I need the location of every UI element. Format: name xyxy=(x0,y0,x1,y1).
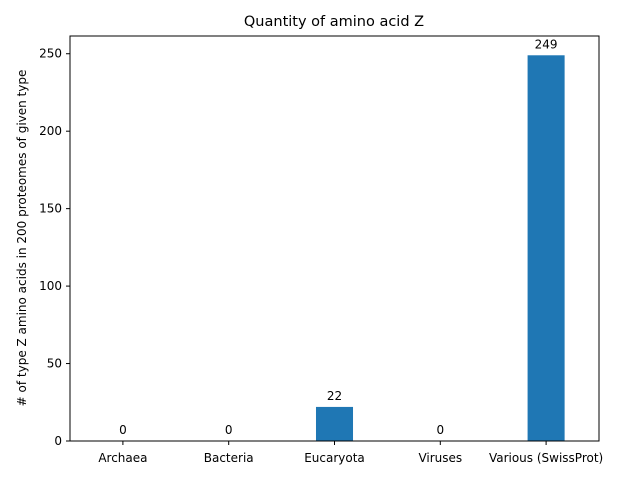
y-axis-label-group: # of type Z amino acids in 200 proteomes… xyxy=(15,70,29,407)
y-tick-label-6: 250 xyxy=(39,47,62,61)
x-tick-label-4: Viruses xyxy=(418,451,462,465)
data-label-1: 0 xyxy=(119,423,127,437)
chart-title: Quantity of amino acid Z xyxy=(244,14,424,30)
data-labels-layer: 0 0 22 0 249 xyxy=(119,37,557,437)
x-tick-label-2: Bacteria xyxy=(204,451,254,465)
y-axis-label: # of type Z amino acids in 200 proteomes… xyxy=(15,70,29,407)
y-tick-label-5: 200 xyxy=(39,124,62,138)
x-tick-label-3: Eucaryota xyxy=(304,451,365,465)
data-label-3: 22 xyxy=(327,389,342,403)
bars-layer xyxy=(315,55,565,442)
y-tick-label-1: 0 xyxy=(54,434,62,448)
x-tick-label-5: Various (SwissProt) xyxy=(489,451,603,465)
plot-area-frame xyxy=(69,35,600,442)
y-tick-label-3: 100 xyxy=(39,279,62,293)
bar-5 xyxy=(527,55,565,442)
data-label-4: 0 xyxy=(436,423,444,437)
data-label-2: 0 xyxy=(225,423,233,437)
y-tick-label-4: 150 xyxy=(39,202,62,216)
x-axis-ticks: Archaea Bacteria Eucaryota Viruses Various (… xyxy=(98,441,603,465)
data-label-5: 249 xyxy=(535,37,558,51)
y-axis-ticks: 0 50 100 150 200 250 xyxy=(39,47,70,448)
y-tick-label-2: 50 xyxy=(47,357,62,371)
x-tick-label-1: Archaea xyxy=(98,451,147,465)
bar-3 xyxy=(315,406,354,441)
